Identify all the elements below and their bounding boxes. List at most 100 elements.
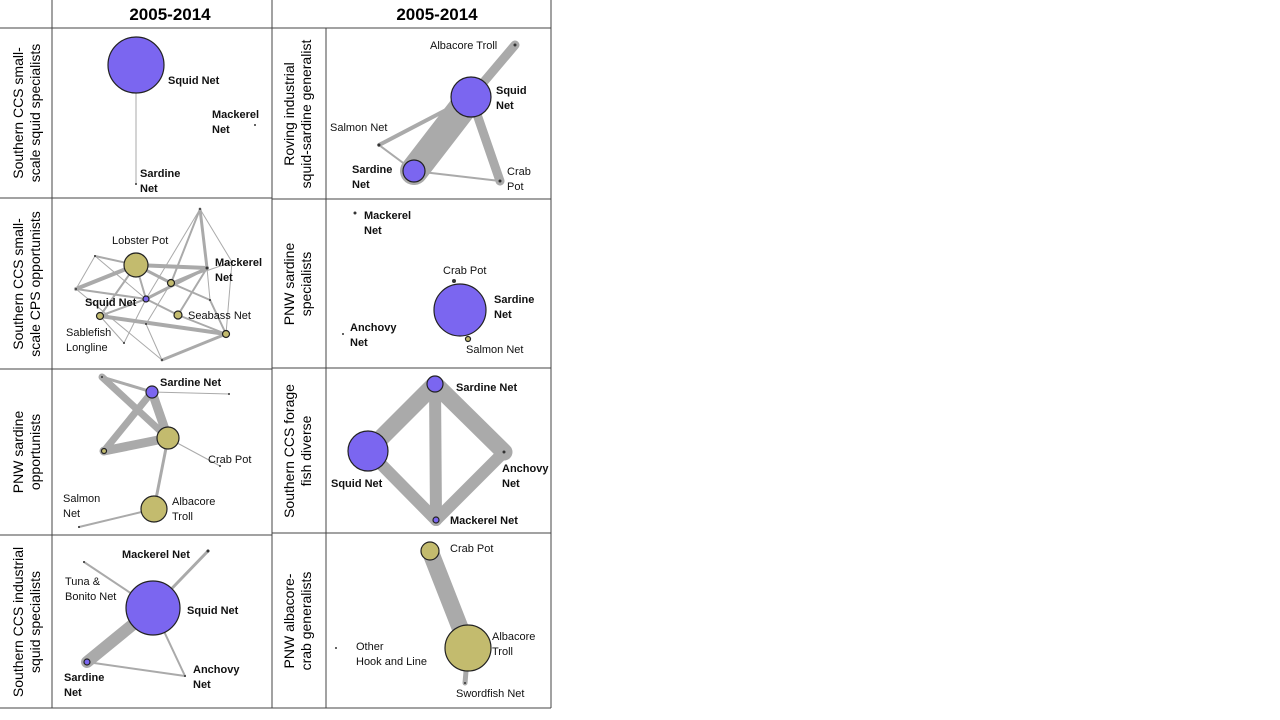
row-label-pnw-sardine-specialists: PNW sardine specialists: [281, 243, 314, 326]
row-label-pnw-albacore-crab: PNW albacore- crab generalists: [281, 572, 314, 671]
row-label-line: crab generalists: [298, 572, 314, 671]
network-node: [433, 283, 487, 337]
network-edge: [151, 391, 230, 395]
network-edge: [99, 298, 147, 317]
node-label: Squid: [496, 85, 527, 97]
node-label: Hook and Line: [356, 656, 427, 668]
network-edge: [98, 314, 228, 336]
node-label: Net: [350, 337, 368, 349]
network-node: [173, 310, 183, 320]
node-label: Mackerel: [364, 210, 411, 222]
node-label: Crab Pot: [208, 454, 251, 466]
network-node: [140, 495, 168, 523]
network-edge: [199, 208, 233, 263]
network-edge: [123, 298, 147, 344]
network-node: [452, 279, 456, 283]
network-node: [513, 43, 517, 47]
node-label: Swordfish Net: [456, 688, 524, 700]
node-label: Mackerel Net: [450, 515, 518, 527]
network-node: [205, 266, 209, 270]
network-node: [83, 561, 85, 563]
node-label: Sablefish: [66, 327, 111, 339]
network-edge: [145, 323, 163, 361]
node-label: Sardine: [140, 168, 180, 180]
network-node: [221, 329, 231, 339]
network-panel: Lobster Pot Mackerel Net Squid Net Seabass N…: [66, 207, 262, 362]
node-label: Longline: [66, 342, 108, 354]
row-label-line: scale squid specialists: [27, 44, 43, 183]
network-edge: [75, 255, 96, 290]
network-node: [206, 549, 210, 553]
node-label: Mackerel: [215, 257, 262, 269]
row-label-line: PNW sardine: [10, 411, 26, 494]
network-edge: [177, 314, 227, 335]
row-label-line: squid-sardine generalist: [298, 40, 314, 189]
node-label: Salmon: [63, 493, 100, 505]
node-label: Sardine Net: [456, 382, 517, 394]
network-node: [145, 385, 159, 399]
network-edge: [99, 315, 125, 344]
network-node: [254, 124, 256, 126]
network-node: [199, 208, 201, 210]
network-node: [161, 359, 163, 361]
row-label-line: fish diverse: [298, 415, 314, 486]
network-node: [498, 179, 502, 183]
node-label: Net: [193, 679, 211, 691]
node-label: Albacore: [492, 631, 535, 643]
network-node: [75, 288, 77, 290]
row-label-pnw-sardine-opportunists: PNW sardine opportunists: [10, 411, 43, 494]
network-node: [377, 143, 381, 147]
network-node: [135, 183, 137, 185]
node-label: Sardine: [494, 294, 534, 306]
network-node: [145, 323, 147, 325]
node-label: Net: [496, 100, 514, 112]
node-label: Net: [352, 179, 370, 191]
network-edge: [75, 288, 147, 300]
network-node: [347, 430, 389, 472]
node-label: Crab Pot: [450, 543, 493, 555]
network-edge: [100, 375, 154, 394]
node-label: Crab Pot: [443, 265, 486, 277]
network-panel: Crab Pot Albacore Troll Swordfish Net Other H…: [335, 541, 535, 700]
node-label: Albacore Troll: [430, 40, 497, 52]
grid: [0, 0, 552, 709]
node-label: Other: [356, 641, 384, 653]
row-label-line: specialists: [298, 252, 314, 317]
node-label: Anchovy: [502, 463, 549, 475]
network-node: [231, 261, 233, 263]
network-panel: Sardine Net Squid Net Anchovy Net Mackerel N…: [331, 375, 549, 527]
node-label: Squid Net: [168, 75, 220, 87]
network-node: [502, 450, 506, 454]
network-panels: Squid Net Mackerel Net Sardine Net Albacore T…: [63, 36, 549, 700]
network-edge: [209, 299, 227, 335]
node-label: Mackerel Net: [122, 549, 190, 561]
node-label: Squid Net: [331, 478, 383, 490]
row-label-line: Roving industrial: [281, 62, 297, 166]
node-label: Squid Net: [187, 605, 239, 617]
node-label: Troll: [172, 511, 193, 523]
node-label: Salmon Net: [466, 344, 523, 356]
node-label: Sardine: [64, 672, 104, 684]
node-label: Net: [212, 124, 230, 136]
network-node: [432, 516, 440, 524]
row-label-line: PNW sardine: [281, 243, 297, 326]
network-node: [166, 278, 176, 288]
network-node: [95, 311, 105, 321]
network-node: [83, 658, 91, 666]
node-label: Seabass Net: [188, 310, 251, 322]
network-node: [450, 76, 492, 118]
network-edge: [426, 375, 513, 461]
network-edge: [413, 170, 501, 182]
network-edge: [198, 207, 209, 270]
row-label-roving-industrial: Roving industrial squid-sardine generali…: [281, 40, 314, 189]
network-panel: Squid Net Mackerel Net Sardine Net: [107, 36, 259, 195]
network-node: [101, 376, 103, 378]
network-node: [123, 252, 149, 278]
network-node: [94, 255, 96, 257]
network-edge: [225, 261, 233, 335]
network-node: [420, 541, 440, 561]
network-node: [219, 465, 221, 467]
node-label: Mackerel: [212, 109, 259, 121]
row-label-line: Southern CCS small-: [10, 47, 26, 179]
